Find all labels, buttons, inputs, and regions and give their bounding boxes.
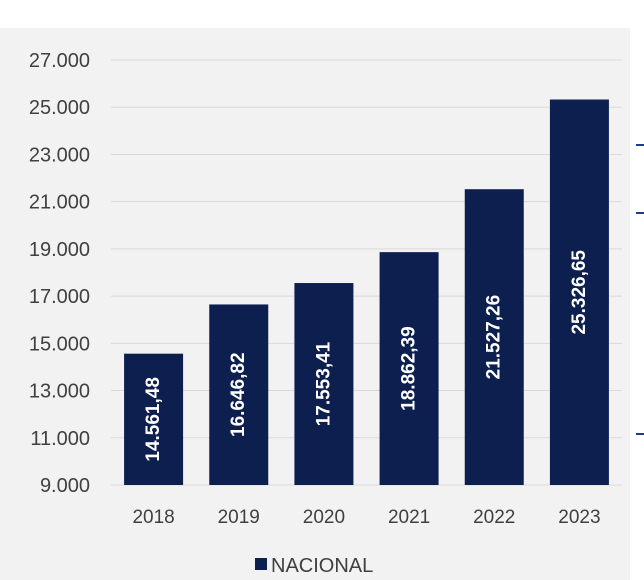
bar-chart: 9.000 11.000 13.000 15.000 17.000 19.000 21.00…	[29, 50, 622, 577]
y-tick-label: 13.000	[29, 381, 90, 403]
legend-label-nacional: NACIONAL	[271, 555, 373, 577]
data-label-2018: 14.561,48	[143, 377, 164, 462]
data-label-2020: 17.553,41	[313, 341, 334, 426]
bar-2018	[124, 353, 184, 485]
y-tick-label: 27.000	[29, 50, 90, 72]
x-tick-label: 2018	[132, 507, 174, 528]
legend-swatch-nacional	[255, 558, 267, 570]
x-tick-label: 2019	[218, 507, 260, 528]
bar-2019	[209, 304, 269, 485]
y-tick-label: 23.000	[29, 144, 90, 166]
legend: NACIONAL	[255, 555, 373, 577]
bar-2023	[549, 99, 609, 486]
bar-2020	[294, 283, 354, 485]
y-tick-label: 21.000	[29, 192, 90, 214]
data-label-2023: 25.326,65	[569, 250, 590, 335]
data-label-2019: 16.646,82	[228, 352, 249, 437]
x-axis-ticks: 2018 2019 2020 2021 2022 2023	[132, 507, 600, 528]
gridlines	[111, 59, 622, 486]
y-tick-label: 11.000	[30, 428, 90, 450]
bar-2021	[379, 252, 439, 485]
x-tick-label: 2022	[473, 507, 515, 528]
y-tick-label: 17.000	[29, 286, 90, 308]
x-tick-label: 2021	[388, 507, 430, 528]
edge-line-2	[636, 212, 644, 214]
data-label-2021: 18.862,39	[399, 326, 420, 411]
x-tick-label: 2023	[558, 507, 600, 528]
bar-2022	[464, 189, 524, 485]
chart-panel: 9.000 11.000 13.000 15.000 17.000 19.000 21.00…	[0, 28, 630, 580]
y-tick-label: 19.000	[29, 239, 90, 261]
data-label-2022: 21.527,26	[484, 295, 505, 380]
y-axis-ticks: 9.000 11.000 13.000 15.000 17.000 19.000 21.00…	[29, 50, 90, 497]
y-tick-label: 25.000	[29, 97, 90, 119]
edge-decoration	[636, 0, 644, 580]
edge-line-1	[636, 144, 644, 146]
bars: 14.561,48 16.646,82 17.553,41 18.862,39 21.5…	[124, 99, 609, 486]
y-tick-label: 9.000	[40, 475, 90, 497]
y-tick-label: 15.000	[29, 333, 90, 355]
x-tick-label: 2020	[303, 507, 345, 528]
edge-line-3	[636, 433, 644, 435]
